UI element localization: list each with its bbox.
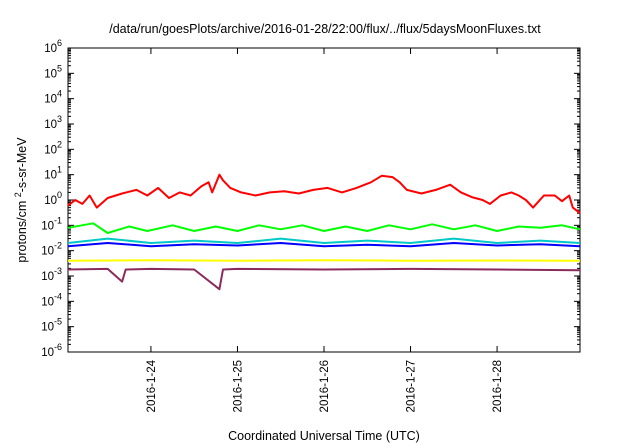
x-tick-label: 2016-1-26: [319, 360, 331, 412]
y-tick-label: 103: [44, 114, 62, 131]
y-tick-label: 106: [44, 38, 62, 55]
y-tick-label: 10-3: [41, 266, 62, 283]
y-tick-label: 10-4: [41, 291, 62, 308]
x-tick-label: 2016-1-25: [232, 360, 244, 412]
series-line: [67, 222, 581, 234]
plot-series: [67, 173, 581, 291]
series-line: [67, 259, 581, 262]
y-axis: 10-6 10-5 10-4 10-3 10-2 10-1 100 101 102 103 104 1…: [41, 38, 580, 359]
y-tick-label: 10-2: [41, 241, 62, 258]
y-tick-label: 10-5: [41, 317, 62, 334]
x-axis-label: Coordinated Universal Time (UTC): [228, 429, 420, 443]
x-tick-label: 2016-1-28: [492, 360, 504, 412]
y-tick-label: 10-6: [41, 342, 62, 359]
y-tick-label: 10-1: [41, 215, 62, 232]
y-axis-label: protons/cm 2-s-sr-MeV: [13, 137, 29, 263]
series-line: [67, 173, 581, 214]
x-axis: 2016-1-24 2016-1-25 2016-1-26 2016-1-27 2016…: [146, 48, 504, 412]
series-line: [67, 242, 581, 248]
series-line: [67, 237, 581, 244]
y-tick-label: 100: [44, 190, 62, 207]
y-tick-label: 102: [44, 139, 62, 156]
plot-frame: [67, 47, 581, 353]
y-axis-label-text: protons/cm: [15, 201, 29, 263]
x-tick-label: 2016-1-24: [146, 359, 158, 412]
series-line: [67, 267, 581, 291]
x-tick-label: 2016-1-27: [406, 360, 418, 412]
y-tick-label: 105: [44, 63, 62, 80]
y-tick-label: 104: [44, 89, 62, 106]
chart-title: /data/run/goesPlots/archive/2016-01-28/2…: [109, 22, 541, 36]
y-tick-label: 101: [44, 165, 62, 182]
